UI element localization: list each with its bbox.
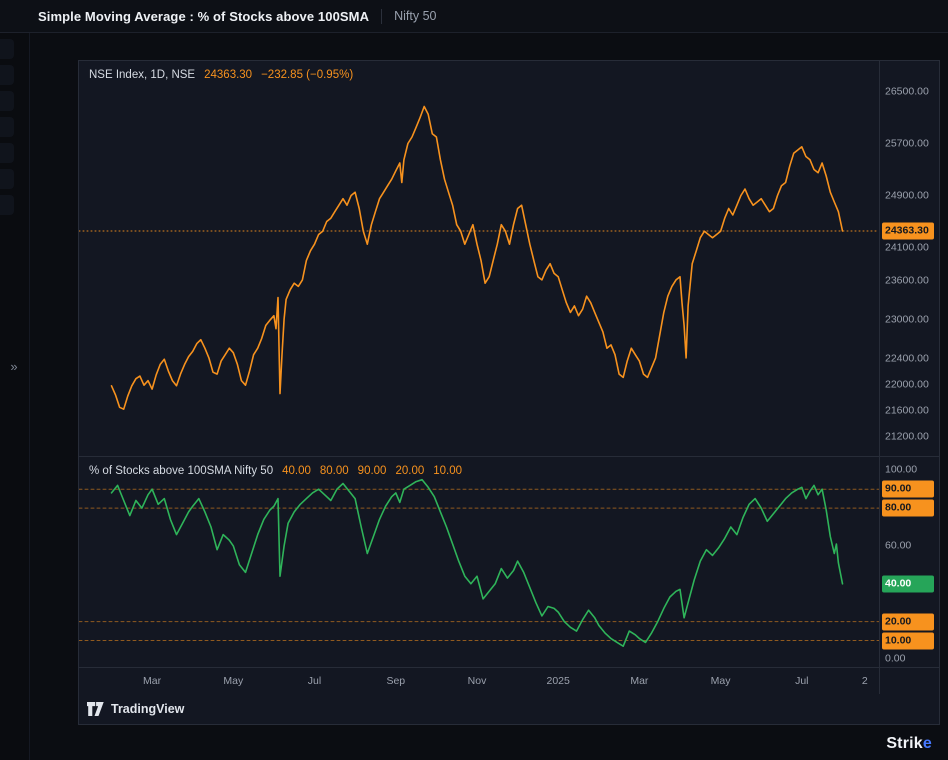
indicator-level-value: 20.00: [395, 465, 425, 477]
time-axis-row: Mar May Jul Sep Nov 2025 Mar May Jul 2: [79, 667, 939, 694]
axis-label: 21200.00: [885, 430, 929, 442]
header-symbol-label: Nifty 50: [394, 9, 437, 23]
axis-label: 100.00: [885, 463, 918, 476]
axis-label: 23600.00: [885, 274, 929, 287]
main-content: NSE Index, 1D, NSE 24363.30 −232.85 (−0.…: [30, 33, 948, 760]
tradingview-logo-icon: [87, 701, 104, 716]
sidebar-expand-button[interactable]: »: [2, 355, 26, 377]
axis-label: 21600.00: [885, 404, 929, 416]
axis-value-badge: 80.00: [882, 499, 934, 517]
price-pane: NSE Index, 1D, NSE 24363.30 −232.85 (−0.…: [79, 61, 939, 456]
axis-value-badge: 90.00: [882, 480, 934, 498]
axis-value-badge: 40.00: [882, 575, 934, 593]
tradingview-label: TradingView: [111, 702, 185, 716]
time-axis-label: May: [223, 675, 244, 687]
page-title: Simple Moving Average : % of Stocks abov…: [38, 8, 370, 24]
indicator-chart-canvas: [79, 478, 879, 647]
chart-card: NSE Index, 1D, NSE 24363.30 −232.85 (−0.…: [78, 60, 940, 725]
collapsed-panel-row: [0, 195, 14, 215]
chart-attribution: TradingView: [79, 694, 939, 724]
indicator-level-value: 10.00: [433, 465, 463, 477]
left-sidebar: »: [0, 33, 30, 760]
time-axis-label: Mar: [630, 675, 649, 687]
pane-divider[interactable]: [79, 456, 939, 457]
strike-logo: Strike: [886, 735, 932, 753]
time-axis-corner: [879, 668, 937, 694]
header-bar: Simple Moving Average : % of Stocks abov…: [0, 0, 948, 33]
axis-value-badge: 10.00: [882, 632, 934, 649]
axis-label: 0.00: [885, 652, 906, 665]
indicator-legend-title: % of Stocks above 100SMA Nifty 50: [89, 465, 274, 477]
time-axis-label: Nov: [467, 675, 487, 687]
time-axis-label: 2025: [546, 675, 570, 687]
indicator-level-value: 40.00: [282, 465, 311, 477]
price-chart-canvas: [79, 105, 879, 410]
axis-label: 23000.00: [885, 313, 929, 326]
tradingview-link[interactable]: TradingView: [87, 701, 185, 717]
time-axis-label: 2: [861, 675, 868, 687]
price-axis[interactable]: 26500.00 25700.00 24900.00 24100.00 23600.00…: [879, 61, 937, 456]
axis-value-badge: 20.00: [882, 613, 934, 631]
time-axis-label: Sep: [386, 675, 406, 687]
header-divider: [381, 8, 383, 24]
collapsed-panel-row: [0, 169, 14, 189]
indicator-level-value: 80.00: [319, 465, 349, 477]
axis-label: 22400.00: [885, 352, 929, 364]
collapsed-panel-row: [0, 39, 14, 59]
collapsed-panel-row: [0, 143, 14, 163]
axis-label: 26500.00: [885, 85, 929, 98]
indicator-chart[interactable]: % of Stocks above 100SMA Nifty 50 40.00 8…: [79, 457, 879, 667]
strike-logo-accent: e: [922, 735, 932, 752]
time-axis-label: Mar: [143, 675, 162, 687]
price-legend-title: NSE Index, 1D, NSE: [89, 69, 196, 81]
axis-value-badge: 24363.30: [882, 222, 934, 240]
strike-logo-text: Strik: [886, 735, 923, 752]
axis-label: 60.00: [885, 539, 912, 552]
axis-label: 24100.00: [885, 241, 929, 254]
axis-label: 22000.00: [885, 378, 929, 390]
time-axis[interactable]: Mar May Jul Sep Nov 2025 Mar May Jul 2: [79, 668, 879, 694]
time-axis-label: Jul: [307, 675, 322, 687]
indicator-legend-values: 40.00 80.00 90.00 20.00 10.00: [282, 465, 462, 477]
axis-label: 25700.00: [885, 137, 929, 150]
price-chart[interactable]: NSE Index, 1D, NSE 24363.30 −232.85 (−0.…: [79, 61, 879, 456]
price-legend-last: 24363.30: [204, 69, 253, 81]
time-axis-label: Jul: [795, 675, 809, 687]
indicator-pane: % of Stocks above 100SMA Nifty 50 40.00 8…: [79, 457, 939, 667]
time-axis-label: May: [710, 675, 731, 687]
indicator-axis[interactable]: 100.00 60.00 0.00 90.00 80.00 20.00 10.00 40.00: [879, 457, 937, 667]
price-legend-change: −232.85 (−0.95%): [261, 69, 354, 81]
collapsed-panel-row: [0, 117, 14, 137]
indicator-legend[interactable]: % of Stocks above 100SMA Nifty 50 40.00 8…: [89, 465, 462, 477]
collapsed-panel-row: [0, 91, 14, 111]
axis-label: 24900.00: [885, 189, 929, 202]
collapsed-panel-row: [0, 65, 14, 85]
price-legend[interactable]: NSE Index, 1D, NSE 24363.30 −232.85 (−0.…: [89, 69, 353, 81]
indicator-level-value: 90.00: [357, 465, 387, 477]
